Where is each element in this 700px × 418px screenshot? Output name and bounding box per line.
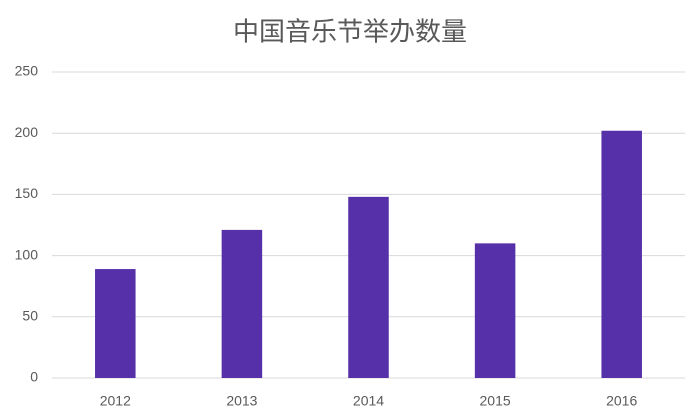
x-tick-label: 2013 [226,393,257,409]
x-tick-label: 2012 [100,393,131,409]
x-tick-label: 2015 [480,393,511,409]
x-tick-label: 2014 [353,393,384,409]
y-tick-label: 150 [15,185,39,201]
bar [601,130,642,378]
bar [474,243,516,378]
y-tick-label: 50 [22,308,38,324]
y-tick-label: 200 [15,124,39,140]
y-tick-label: 0 [30,369,38,385]
x-tick-label: 2016 [606,393,637,409]
bar [221,229,263,378]
bar [348,196,389,378]
y-tick-label: 100 [15,246,39,262]
chart-title: 中国音乐节举办数量 [233,18,467,48]
bar [95,269,136,378]
y-tick-label: 250 [15,63,39,79]
